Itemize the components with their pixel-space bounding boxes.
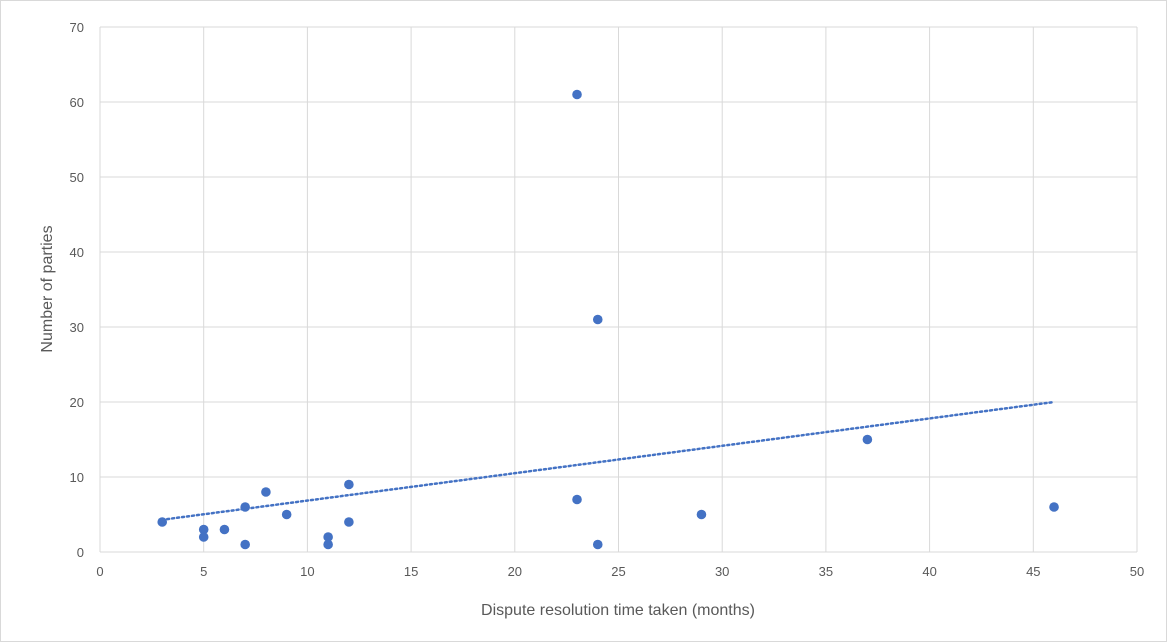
trendline-layer	[160, 400, 1056, 521]
data-point	[240, 539, 250, 550]
x-tick-label: 50	[1130, 564, 1144, 579]
tick-labels: 0 5 10 15 20 25 30 35 40 45 50 0 10 20 30 40 50 60 70	[70, 20, 1145, 579]
y-tick-label: 70	[70, 20, 84, 35]
data-point	[1049, 502, 1059, 512]
x-tick-label: 45	[1026, 564, 1040, 579]
y-tick-label: 0	[77, 545, 84, 560]
x-tick-label: 25	[611, 564, 625, 579]
x-tick-label: 20	[508, 564, 522, 579]
data-point	[198, 524, 209, 535]
data-point	[219, 524, 230, 535]
x-tick-label: 0	[96, 564, 103, 579]
data-point	[862, 434, 873, 445]
y-tick-label: 10	[70, 470, 84, 485]
gridlines	[99, 26, 1138, 553]
data-point	[344, 517, 354, 527]
data-point	[261, 487, 271, 497]
data-point	[323, 539, 333, 550]
data-point	[281, 509, 292, 520]
data-point	[323, 532, 333, 542]
data-point	[592, 539, 603, 550]
data-point	[344, 479, 354, 490]
y-tick-label: 60	[70, 95, 84, 110]
x-tick-label: 40	[922, 564, 936, 579]
y-tick-label: 30	[70, 320, 84, 335]
x-tick-label: 30	[715, 564, 729, 579]
data-point	[157, 517, 168, 527]
data-point	[696, 509, 707, 520]
x-tick-label: 5	[200, 564, 207, 579]
data-point	[240, 502, 250, 512]
y-tick-label: 40	[70, 245, 84, 260]
y-axis-title: Number of parties	[39, 225, 56, 352]
x-tick-label: 35	[819, 564, 833, 579]
linear-trendline	[160, 400, 1056, 521]
x-tick-label: 15	[404, 564, 418, 579]
y-tick-label: 20	[70, 395, 84, 410]
data-points	[157, 89, 1059, 550]
data-point	[572, 89, 582, 100]
y-tick-label: 50	[70, 170, 84, 185]
data-point	[198, 532, 209, 542]
data-point	[572, 494, 582, 505]
x-axis-title: Dispute resolution time taken (months)	[481, 602, 755, 619]
x-tick-label: 10	[300, 564, 314, 579]
data-point	[592, 314, 603, 325]
